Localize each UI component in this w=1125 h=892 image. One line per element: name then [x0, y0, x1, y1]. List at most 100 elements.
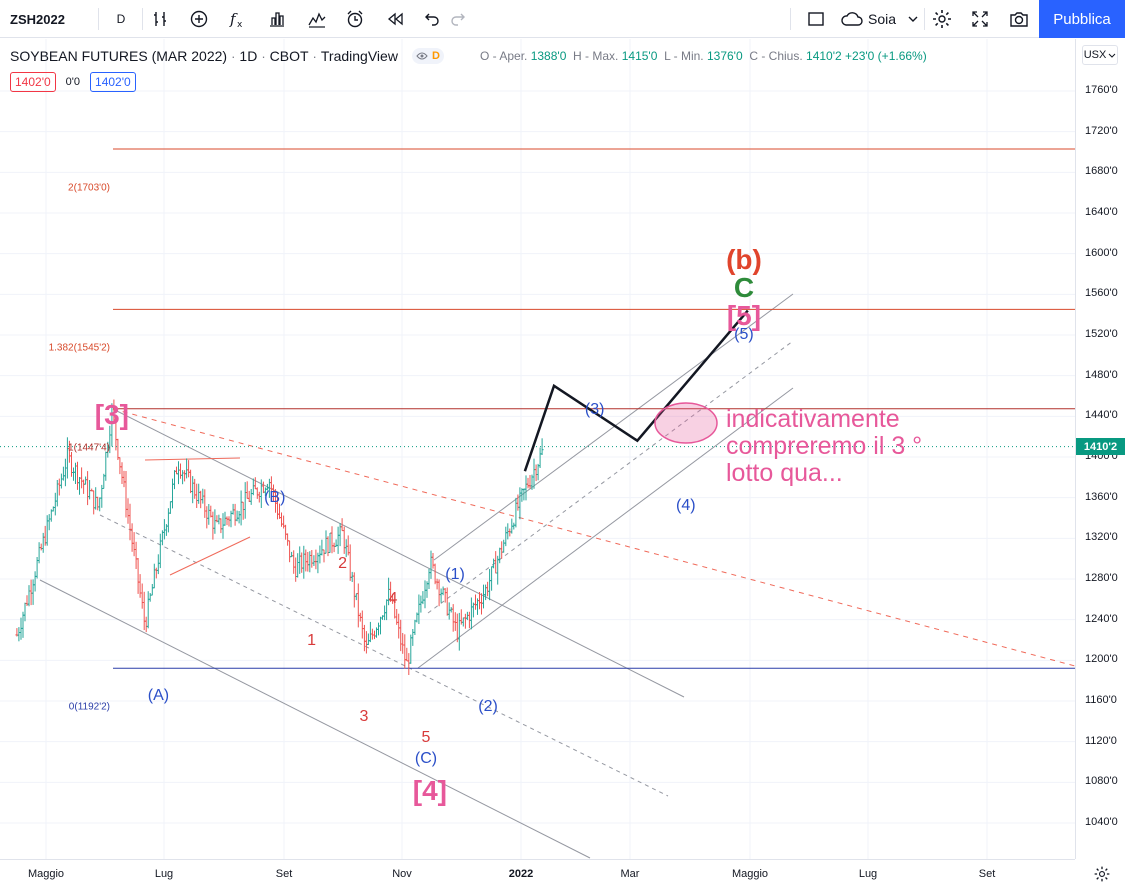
- alert-button[interactable]: [342, 0, 368, 38]
- time-tick-label: Nov: [392, 868, 412, 880]
- price-tick-label: 1040'0: [1085, 816, 1118, 828]
- open-label: O - Aper.: [480, 49, 528, 63]
- price-tick-label: 1560'0: [1085, 287, 1118, 300]
- interval-label: D: [116, 12, 126, 26]
- price-tick-label: 1120'0: [1085, 734, 1117, 747]
- toolbar-divider: [790, 8, 791, 30]
- wave-label: 5: [421, 728, 431, 746]
- close-label: C - Chius.: [749, 49, 803, 63]
- layout-name-dropdown[interactable]: Soia: [840, 0, 922, 38]
- price-tick-label: 1480'0: [1085, 368, 1118, 381]
- visibility-badge[interactable]: D: [411, 48, 444, 64]
- legend-source: TradingView: [320, 48, 398, 64]
- fullscreen-button[interactable]: [966, 0, 994, 38]
- undo-icon: [425, 13, 439, 26]
- toolbar-divider: [924, 8, 925, 30]
- chart-pane[interactable]: 2(1703'0) 1.382(1545'2) 1(1447'4) 0(1192'2)…: [0, 39, 1125, 892]
- price-tick-label: 1680'0: [1085, 165, 1118, 178]
- wave-label: 4: [388, 589, 398, 607]
- trade-panel: 1402'0 0'0 1402'0: [10, 72, 136, 92]
- symbol-search-button[interactable]: ZSH2022: [0, 0, 98, 38]
- low-label: L - Min.: [664, 49, 704, 63]
- time-tick-label: 2022: [508, 868, 534, 880]
- price-tick-label: 1320'0: [1085, 531, 1118, 544]
- add-compare-button[interactable]: [186, 0, 212, 38]
- triangle-top-line: [144, 457, 241, 461]
- time-tick-label: Maggio: [27, 868, 65, 880]
- templates-button[interactable]: [264, 0, 290, 38]
- wave-label: [5]: [726, 300, 762, 332]
- chevron-down-icon: [1108, 53, 1116, 58]
- currency-selector[interactable]: USX: [1082, 45, 1118, 65]
- cloud-icon: [841, 12, 863, 26]
- replay-icon: [387, 12, 403, 26]
- wave-projection-path: [523, 309, 749, 472]
- eye-icon: [416, 52, 428, 60]
- wave-label: (A): [147, 687, 170, 705]
- close-value: 1410'2: [806, 49, 842, 63]
- fib-level-label: 1(1447'4): [68, 442, 110, 454]
- buy-note-annotation: indicativamente compreremo il 3 ° lotto …: [726, 405, 923, 487]
- trend-channels: [39, 293, 1075, 859]
- interval-button[interactable]: D: [106, 0, 136, 38]
- redo-icon: [451, 13, 465, 26]
- change-value: +23'0 (+1.66%): [845, 49, 927, 63]
- fib-level-label: 0(1192'2): [68, 701, 110, 713]
- data-badge: D: [431, 50, 440, 62]
- alert-icon: [347, 10, 363, 28]
- chart-type-icon: [308, 12, 326, 28]
- price-tick-label: 1440'0: [1085, 409, 1118, 422]
- templates-icon: [270, 12, 284, 27]
- drawings: [0, 309, 1075, 472]
- chart-legend[interactable]: SOYBEAN FUTURES (MAR 2022) · 1D · CBOT ·…: [10, 46, 444, 66]
- spread-value: 0'0: [65, 76, 81, 88]
- time-tick-label: Lug: [858, 868, 878, 880]
- price-tick-label: 1080'0: [1085, 775, 1118, 788]
- currency-label: USX: [1083, 49, 1107, 61]
- gear-icon: [1094, 866, 1110, 882]
- chart-settings-button[interactable]: [1090, 862, 1114, 886]
- add-compare-icon: [190, 10, 208, 28]
- price-tick-label: 1200'0: [1085, 653, 1118, 666]
- layout-name: Soia: [868, 11, 897, 27]
- svg-text:f: f: [229, 10, 238, 28]
- publish-button[interactable]: Pubblica: [1039, 0, 1125, 38]
- chart-canvas[interactable]: [0, 39, 1075, 859]
- layout-button[interactable]: [802, 0, 830, 38]
- wave-label: [4]: [412, 774, 447, 806]
- symbol-label: ZSH2022: [10, 11, 65, 27]
- wave-label: (b): [726, 244, 762, 276]
- gear-icon: [933, 10, 951, 28]
- price-tick-label: 1240'0: [1085, 612, 1118, 625]
- undo-button[interactable]: [418, 0, 444, 38]
- replay-button[interactable]: [382, 0, 408, 38]
- wave-label: 1: [307, 632, 317, 650]
- time-axis[interactable]: Maggio Lug Set Nov 2022 Mar Maggio Lug Set: [0, 859, 1075, 892]
- time-tick-label: Set: [978, 868, 996, 880]
- red-dashed-trendline: [112, 408, 1075, 667]
- price-tick-label: 1640'0: [1085, 206, 1118, 218]
- bars-icon: [154, 12, 166, 26]
- low-value: 1376'0: [706, 49, 743, 63]
- wave-label: (1): [445, 566, 465, 584]
- price-tick-label: 1720'0: [1085, 124, 1118, 137]
- time-tick-label: Maggio: [731, 868, 769, 880]
- fib-level-label: 2(1703'0): [68, 182, 110, 194]
- redo-button[interactable]: [446, 0, 472, 38]
- buy-price-button[interactable]: 1402'0: [90, 72, 136, 92]
- price-tick-label: 1160'0: [1085, 694, 1117, 706]
- bars-button[interactable]: [148, 0, 174, 38]
- legend-dot: ·: [231, 48, 236, 64]
- settings-button[interactable]: [928, 0, 956, 38]
- legend-exchange: CBOT: [269, 48, 309, 64]
- descending-channel-lower: [39, 579, 591, 859]
- chart-type-button[interactable]: [304, 0, 330, 38]
- sell-price-button[interactable]: 1402'0: [10, 72, 56, 92]
- camera-icon: [1010, 12, 1028, 27]
- snapshot-button[interactable]: [1004, 0, 1034, 38]
- wave-label: 2: [338, 555, 348, 573]
- time-tick-label: Lug: [154, 868, 174, 880]
